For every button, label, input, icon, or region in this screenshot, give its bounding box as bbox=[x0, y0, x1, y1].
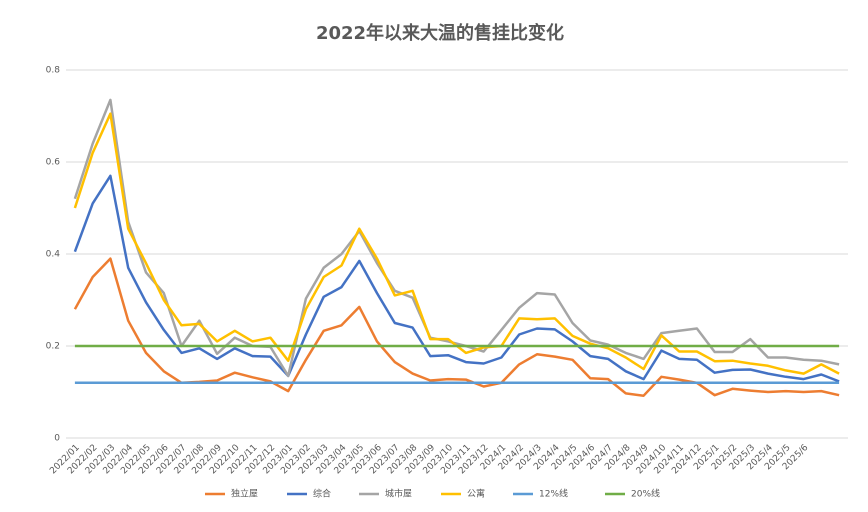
legend-label: 12%线 bbox=[539, 488, 568, 500]
chart-title: 2022年以来大温的售挂比变化 bbox=[316, 22, 564, 44]
legend-label: 20%线 bbox=[631, 488, 660, 500]
y-tick-label: 0.6 bbox=[46, 158, 61, 168]
y-tick-label: 0.8 bbox=[46, 66, 61, 76]
y-tick-label: 0 bbox=[54, 434, 60, 444]
legend-label: 城市屋 bbox=[385, 488, 412, 500]
legend-label: 独立屋 bbox=[231, 488, 258, 500]
y-tick-label: 0.2 bbox=[46, 342, 60, 352]
legend-label: 公寓 bbox=[467, 488, 485, 500]
legend-label: 综合 bbox=[313, 488, 331, 500]
y-tick-label: 0.4 bbox=[46, 250, 61, 260]
series-line bbox=[73, 174, 840, 383]
legend: 独立屋 综合 城市屋 公寓 12%线 20%线 bbox=[205, 488, 660, 500]
